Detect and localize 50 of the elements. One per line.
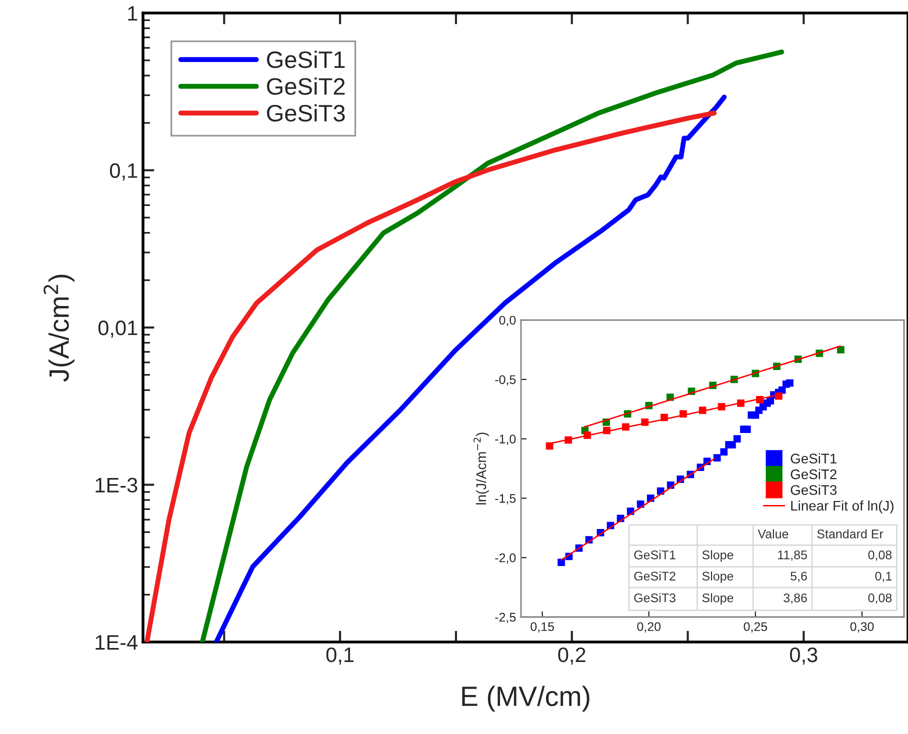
annotation: 0,08 bbox=[868, 593, 892, 604]
y-tick-label: -2,5 bbox=[495, 612, 516, 624]
annotation: 11,85 bbox=[778, 550, 807, 561]
annotation: 3,86 bbox=[784, 593, 807, 604]
x-tick-label: 0,20 bbox=[637, 622, 661, 633]
point bbox=[728, 441, 736, 448]
x-tick-label: 0,3 bbox=[790, 647, 818, 665]
x-tick-label: 0,1 bbox=[326, 647, 354, 665]
y-tick-label: -1,0 bbox=[495, 434, 516, 445]
x-axis-title: E (MV/cm) bbox=[462, 686, 590, 712]
y-tick-label: -1,5 bbox=[495, 494, 516, 504]
y-tick-label: 1 bbox=[128, 6, 138, 21]
y-tick-label: 0,0 bbox=[499, 316, 516, 326]
y-axis-title: J(A/cm$^{2}$) bbox=[44, 274, 74, 382]
y-tick-label: -2,0 bbox=[495, 553, 516, 564]
point bbox=[743, 426, 751, 433]
legend-label: GeSiT1 bbox=[266, 50, 345, 68]
legend-label: GeSiT3 bbox=[266, 104, 345, 122]
legend-label: GeSiT2 bbox=[790, 469, 836, 480]
y-tick-label: 0,01 bbox=[98, 320, 138, 338]
point bbox=[837, 346, 844, 354]
y-tick-label: 0,1 bbox=[110, 163, 138, 180]
point bbox=[713, 454, 721, 462]
annotation: 5,6 bbox=[790, 572, 807, 582]
y-axis-title: ln(J/Acm$^{−2}$) bbox=[474, 432, 489, 504]
annotation: GeSiT3 bbox=[634, 593, 676, 602]
point bbox=[720, 448, 728, 456]
x-tick-label: 0,30 bbox=[850, 622, 874, 633]
x-tick-label: 0,2 bbox=[558, 647, 586, 665]
y-tick-label: 1E-3 bbox=[96, 478, 138, 493]
legend-label: GeSiT3 bbox=[790, 484, 837, 495]
x-tick-label: 0,25 bbox=[744, 622, 768, 633]
point bbox=[786, 379, 794, 387]
annotation: GeSiT1 bbox=[634, 550, 676, 560]
annotation: GeSiT2 bbox=[634, 571, 676, 581]
annotation: 0,08 bbox=[868, 550, 892, 561]
legend-label: GeSiT2 bbox=[266, 78, 345, 95]
y-tick-label: 1E-4 bbox=[96, 635, 138, 650]
legend-label: Linear Fit of ln(J) bbox=[791, 500, 894, 514]
y-tick-label: -0,5 bbox=[495, 375, 516, 386]
point bbox=[558, 558, 565, 566]
x-tick-label: 0,15 bbox=[530, 622, 554, 633]
annotation: Standard Er bbox=[817, 529, 884, 538]
annotation: Slope bbox=[702, 593, 734, 605]
annotation: Slope bbox=[702, 550, 734, 562]
annotation: 0,1 bbox=[875, 572, 892, 582]
annotation: Slope bbox=[702, 571, 734, 584]
legend-label: GeSiT1 bbox=[790, 453, 836, 464]
annotation: Value bbox=[758, 529, 788, 538]
point bbox=[733, 435, 741, 442]
